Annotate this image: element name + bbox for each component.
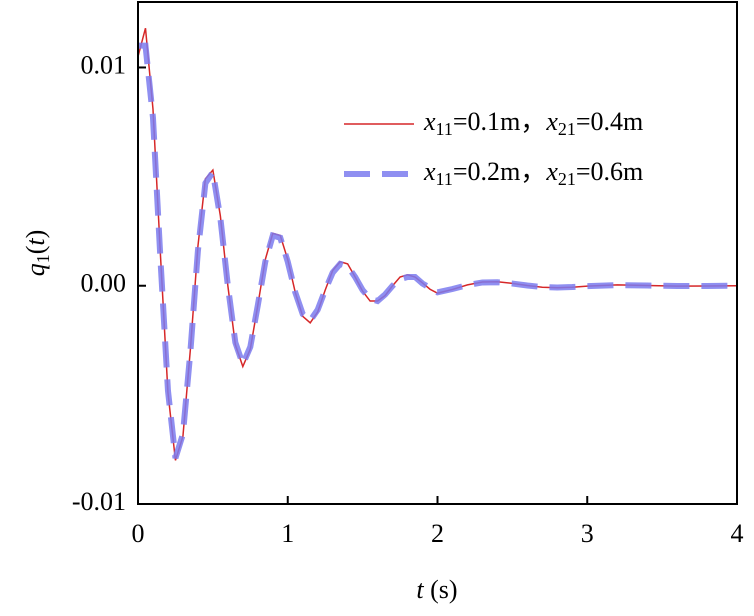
- x-tick-label: 2: [431, 519, 444, 548]
- x-tick-label: 0: [132, 519, 145, 548]
- y-tick-label: 0.01: [81, 50, 127, 79]
- y-axis-label: q1(t): [21, 230, 53, 277]
- series-line: [138, 42, 738, 460]
- y-tick-label: 0.00: [81, 269, 127, 298]
- plot-frame: [137, 1, 738, 505]
- x-axis-label: t (s): [416, 575, 457, 604]
- series-line: [137, 27, 738, 461]
- y-tick-label: -0.01: [72, 487, 126, 516]
- x-tick-label: 3: [581, 519, 594, 548]
- x-tick-label: 4: [731, 519, 744, 548]
- x-tick-label: 1: [281, 519, 294, 548]
- legend-label: x11=0.2m，x21=0.6m: [423, 157, 643, 189]
- legend-label: x11=0.1m，x21=0.4m: [423, 107, 643, 139]
